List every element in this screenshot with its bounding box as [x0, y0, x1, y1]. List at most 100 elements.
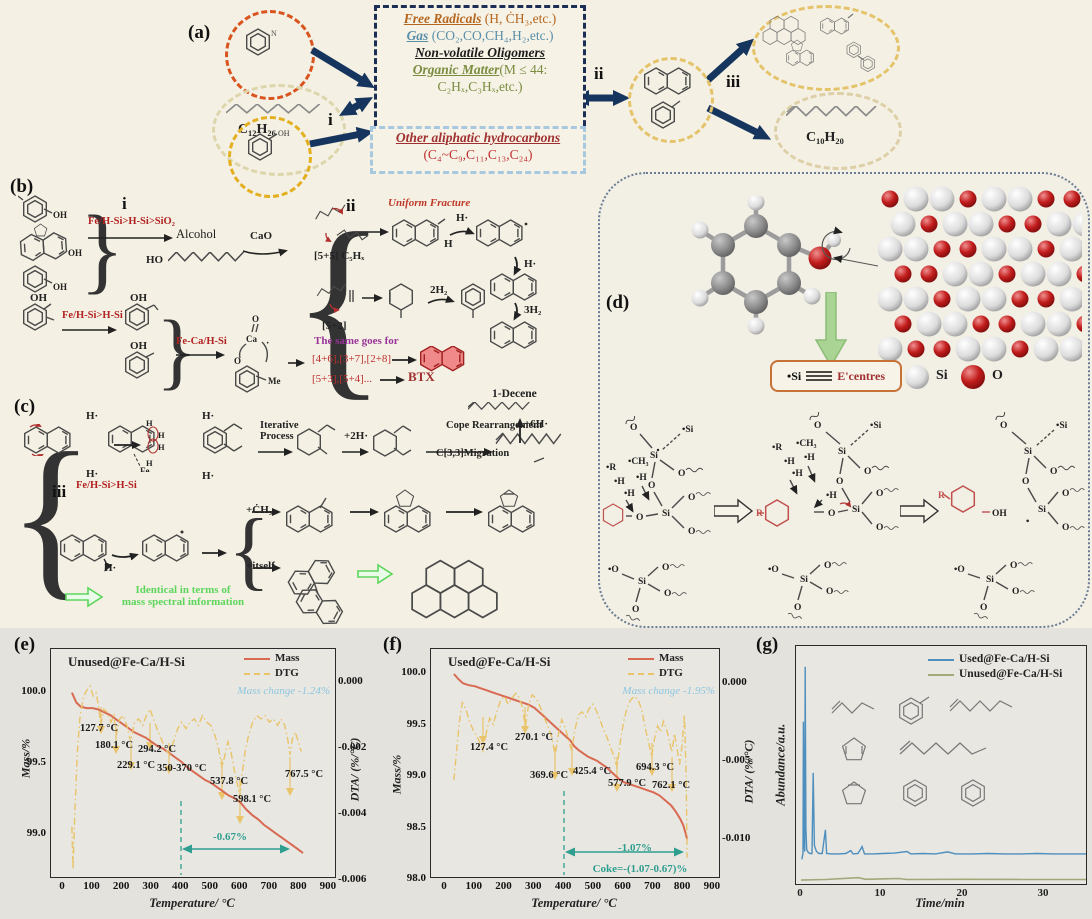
svg-text:O: O: [1012, 587, 1019, 597]
dtg-legend-label: DTG: [275, 666, 299, 679]
y-tick-label: 98.0: [406, 872, 426, 884]
x-tick-label: 30: [1037, 887, 1049, 899]
svg-text:O: O: [688, 493, 695, 503]
catalyst-label-2: Fe/H-Si>H-Si: [62, 310, 123, 321]
identical-note: Identical in terms of mass spectral infor…: [121, 584, 245, 608]
svg-text:O: O: [828, 509, 835, 519]
svg-text:H: H: [146, 458, 153, 468]
divinyl-cyclohexane-structure: [373, 425, 412, 457]
svg-text:•CH₃: •CH₃: [796, 439, 817, 449]
svg-text:O: O: [814, 421, 821, 431]
y-tick-label: -0.004: [338, 807, 367, 819]
svg-text:O: O: [688, 527, 695, 537]
dtg-legend-line: [244, 672, 270, 675]
reactant-circle-phenol: [228, 116, 312, 198]
x-tick-label: 600: [231, 880, 248, 892]
chart-e-x-label: Temperature/ °C: [149, 896, 235, 910]
e-centres-box: •Si E'centres: [770, 360, 902, 392]
dtg-legend-line: [628, 672, 654, 675]
catalyst-label-1: Fe/H-Si>H-Si>SiO₂: [88, 216, 175, 227]
svg-text:N: N: [271, 29, 277, 38]
organic-matter-detail2: C₂Hₓ,C₃Hₓ,etc.): [437, 78, 523, 94]
svg-text:R: R: [938, 491, 945, 501]
si-legend-label: Si: [936, 368, 948, 383]
chart-f-legend: Mass DTG: [628, 651, 683, 681]
svg-text:Si: Si: [662, 509, 670, 519]
mass-legend-label: Mass: [659, 651, 684, 664]
svg-text:Me: Me: [268, 376, 281, 386]
unused-chromatogram: [800, 876, 1086, 881]
mass-legend-line: [628, 657, 654, 660]
unused-legend-line: [928, 673, 954, 676]
binaphthalene-structure: [284, 554, 347, 626]
pyridine-structure: N: [245, 28, 277, 56]
chart-e-y-right-label: DTA/ (%/°C): [347, 737, 362, 802]
tga-chart-unused: [50, 648, 336, 878]
x-tick-label: 100: [83, 880, 100, 892]
chart-g-x-label: Time/min: [915, 896, 965, 910]
svg-text:O: O: [636, 513, 643, 523]
mass-change-note: Mass change -1.24%: [237, 685, 330, 697]
free-radicals-detail: (H, ĊH₃,etc.): [484, 11, 557, 26]
svg-text:O: O: [824, 561, 831, 571]
gas-label: Gas: [406, 27, 429, 43]
dtg-annotation-arrows: [479, 707, 676, 792]
temp-annotation: 127.7 °C: [80, 723, 119, 734]
y-tick-label: 98.5: [406, 820, 426, 833]
y-tick-label: 99.5: [406, 717, 426, 730]
svg-text:OH: OH: [68, 248, 82, 258]
temp-annotation: 767.5 °C: [285, 769, 324, 780]
x-tick-label: 0: [797, 887, 803, 899]
cyclohexene-vinyl-radical-structure: [476, 219, 528, 247]
temp-annotation: 180.1 °C: [95, 740, 134, 751]
o-legend-label: O: [992, 368, 1003, 383]
svg-text:O: O: [234, 356, 241, 366]
x-tick-label: 100: [465, 880, 483, 892]
used-legend-label: Used@Fe-Ca/H-Si: [959, 653, 1050, 666]
chart-f-title: Used@Fe-Ca/H-Si: [448, 654, 551, 669]
h-radical-label: H·: [86, 468, 99, 480]
cyclopentadiene-structure: [841, 737, 867, 761]
cyclohexene-vinyl-structure: [392, 218, 446, 247]
catalyst-label-3: Fe-Ca/H-Si: [176, 336, 227, 347]
svg-text:O: O: [648, 481, 655, 491]
decene-chain-structure: [786, 106, 877, 117]
y-tick-label: -0.006: [338, 873, 367, 885]
migration-label: C[3,3]Migration: [436, 448, 510, 459]
x-tick-label: 400: [171, 880, 189, 892]
dtg-curve: [453, 692, 688, 858]
x-tick-label: 900: [703, 880, 721, 892]
dtg-legend-label: DTG: [659, 666, 683, 679]
svg-text:O: O: [662, 563, 669, 573]
cresol-fluorenol-phenol-structures: OH OH OH: [18, 195, 82, 293]
diene-fragments-structure: [313, 204, 368, 242]
unused-legend-label: Unused@Fe-Ca/H-Si: [959, 668, 1063, 681]
x-tick-label: 500: [584, 880, 602, 892]
catalyst-label-c: Fe/H-Si>H-Si: [76, 480, 137, 491]
svg-text:H: H: [146, 420, 153, 428]
svg-text:Ca: Ca: [246, 334, 257, 344]
x-tick-label: 0: [441, 880, 447, 892]
alcohol-label: Alcohol: [176, 227, 217, 241]
svg-text:O: O: [252, 314, 259, 324]
silanol-surface-scheme-2: •R •CH₃ •H •H•H •Si O Si O O Si OO O •H •O…: [756, 412, 899, 621]
temp-annotation: 350-370 °C: [157, 763, 207, 774]
chart-f-x-label: Temperature/ °C: [531, 896, 617, 910]
block-arrow-icon: [714, 498, 754, 524]
temp-annotation: 127.4 °C: [470, 742, 509, 753]
y-tick-label: 99.0: [26, 827, 46, 839]
x-tick-label: 20: [956, 887, 968, 899]
y-tick-label: 99.0: [406, 769, 426, 781]
gas-detail: (CO₂,CO,CH₄,H₂,etc.): [431, 27, 554, 43]
phenol-structure: OH: [247, 129, 290, 161]
svg-text:•H: •H: [636, 473, 647, 483]
decene-product-circle: [774, 92, 902, 170]
svg-text:O: O: [1010, 561, 1017, 571]
temp-annotation: 294.2 °C: [138, 744, 177, 755]
benzene-structure-1: [903, 779, 927, 807]
y-tick-label: 99.5: [26, 756, 46, 768]
combo2-label: [5+3],[5+4]...: [312, 373, 373, 385]
chart-e-legend: Mass DTG: [244, 651, 299, 681]
panel-a-label: (a): [188, 22, 211, 43]
